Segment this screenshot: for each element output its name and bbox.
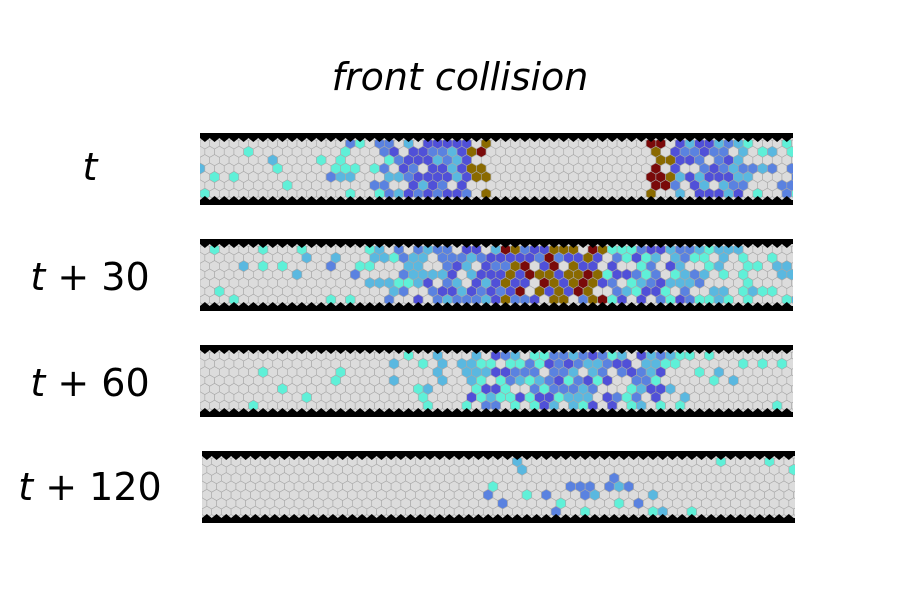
strip-t bbox=[200, 133, 793, 205]
channel-wall-top bbox=[200, 133, 793, 142]
row-label-t-plus-60: t + 60 bbox=[30, 361, 150, 405]
strip-t-plus-30 bbox=[200, 239, 793, 311]
row-label-t-plus-120: t + 120 bbox=[18, 465, 162, 509]
channel-wall-bottom bbox=[200, 302, 793, 311]
channel-wall-bottom bbox=[200, 196, 793, 205]
channel-wall-top bbox=[202, 451, 795, 460]
figure-title: front collision bbox=[331, 55, 589, 99]
hex-cells bbox=[200, 345, 793, 417]
row-label-t-plus-30: t + 30 bbox=[30, 255, 150, 299]
row-label-t: t bbox=[82, 145, 98, 189]
channel-wall-top bbox=[200, 239, 793, 248]
channel-wall-bottom bbox=[200, 408, 793, 417]
channel-wall-top bbox=[200, 345, 793, 354]
strip-t-plus-60 bbox=[200, 345, 793, 417]
strip-t-plus-120 bbox=[202, 451, 795, 523]
channel-wall-bottom bbox=[202, 514, 795, 523]
